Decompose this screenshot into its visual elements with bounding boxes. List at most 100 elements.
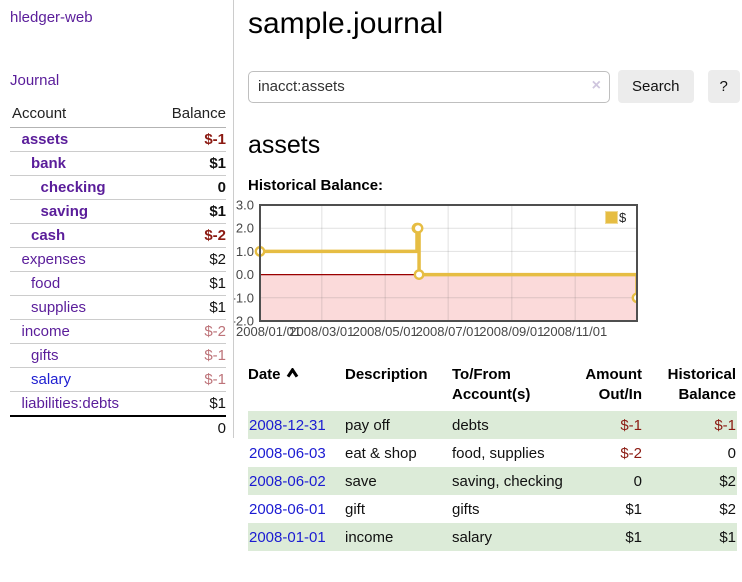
transaction-date-link[interactable]: 2008-06-02 [249, 473, 326, 490]
accounts-column-header-balance: Balance [152, 103, 226, 128]
sidebar-account-link[interactable]: cash [31, 227, 66, 244]
column-header-balance: Historical Balance [667, 366, 736, 403]
sidebar-account-row: income $-2 [10, 319, 226, 344]
sidebar-account-row: gifts $-1 [10, 343, 226, 368]
transaction-balance: 0 [727, 445, 736, 462]
account-balance: $-2 [152, 319, 226, 344]
account-balance: $-1 [152, 127, 226, 152]
svg-text:2.0: 2.0 [236, 221, 254, 236]
svg-text:3.0: 3.0 [236, 199, 254, 213]
sidebar-account-row: assets $-1 [10, 127, 226, 152]
chart-legend: $ [605, 210, 626, 225]
transaction-balance: $2 [719, 473, 736, 490]
svg-text:2008/09/01: 2008/09/01 [479, 324, 544, 339]
svg-text:0.0: 0.0 [236, 267, 254, 282]
sidebar-account-link[interactable]: salary [31, 371, 72, 388]
account-balance: $1 [152, 295, 226, 320]
transaction-accounts: gifts [452, 501, 480, 518]
register-body: 2008-12-31 pay off debts $-1 $-1 2008-06-03 ea… [248, 411, 737, 551]
account-balance: $1 [152, 199, 226, 224]
search-form: × Search ? [248, 70, 742, 103]
transaction-balance: $1 [719, 529, 736, 546]
register-table: Date Description To/From Account(s) Amou… [248, 363, 737, 551]
accounts-table: Account Balance assets $-1 bank $1 checking 0… [10, 103, 226, 441]
sidebar-item-journal[interactable]: Journal [10, 72, 60, 89]
legend-label: $ [619, 210, 627, 225]
account-balance: $-1 [152, 367, 226, 392]
sidebar-account-link[interactable]: assets [21, 131, 69, 148]
register-header-row: Date Description To/From Account(s) Amou… [248, 363, 737, 411]
sidebar-account-link[interactable]: food [31, 275, 61, 292]
legend-swatch [605, 211, 618, 224]
sidebar-account-row: cash $-2 [10, 223, 226, 248]
accounts-total-row: 0 [10, 415, 226, 441]
sidebar-account-row: food $1 [10, 271, 226, 296]
transaction-amount: $-1 [620, 417, 642, 434]
transaction-accounts: food, supplies [452, 445, 545, 462]
transaction-row: 2008-06-03 eat & shop food, supplies $-2 0 [248, 439, 737, 467]
account-balance: $1 [152, 151, 226, 176]
sidebar-account-link[interactable]: bank [31, 155, 67, 172]
transaction-amount: $1 [625, 529, 642, 546]
svg-text:2008/11/01: 2008/11/01 [543, 324, 607, 339]
transaction-accounts: debts [452, 417, 489, 434]
sidebar-account-link[interactable]: expenses [21, 251, 86, 268]
svg-text:2008/05/01: 2008/05/01 [353, 324, 418, 339]
svg-text:2008/01/01: 2008/01/01 [236, 324, 301, 339]
transaction-row: 2008-01-01 income salary $1 $1 [248, 523, 737, 551]
sidebar-account-link[interactable]: liabilities:debts [21, 395, 120, 412]
transaction-amount: 0 [633, 473, 642, 490]
chart-title: Historical Balance: [248, 177, 384, 194]
brand-link[interactable]: hledger-web [10, 9, 93, 26]
column-header-accounts: To/From Account(s) [452, 366, 531, 403]
svg-text:-2.0: -2.0 [234, 314, 254, 329]
account-heading: assets [248, 131, 321, 159]
transaction-description: pay off [345, 417, 390, 434]
transaction-balance: $2 [719, 501, 736, 518]
account-balance: $1 [152, 391, 226, 417]
transaction-amount: $1 [625, 501, 642, 518]
sidebar-account-link[interactable]: saving [40, 203, 89, 220]
sidebar-account-row: expenses $2 [10, 247, 226, 272]
transaction-date-link[interactable]: 2008-06-03 [249, 445, 326, 462]
transaction-row: 2008-06-02 save saving, checking 0 $2 [248, 467, 737, 495]
sidebar-account-row: checking 0 [10, 175, 226, 200]
help-button[interactable]: ? [707, 70, 740, 103]
column-header-amount: Amount Out/In [585, 366, 642, 403]
transaction-row: 2008-12-31 pay off debts $-1 $-1 [248, 411, 737, 439]
transaction-description: save [345, 473, 377, 490]
sidebar: hledger-web Journal Account Balance asse… [0, 0, 234, 441]
transaction-description: income [345, 529, 394, 546]
transaction-date-link[interactable]: 2008-06-01 [249, 501, 326, 518]
column-header-date[interactable]: Date [248, 363, 345, 411]
transaction-date-link[interactable]: 2008-12-31 [249, 417, 326, 434]
transaction-balance: $-1 [714, 417, 736, 434]
balance-chart-plot: 3.0 2.0 1.0 0.0 -1.0 -2.02008/01/012008/03/01… [232, 198, 643, 339]
clear-search-icon[interactable]: × [591, 76, 601, 94]
sidebar-account-link[interactable]: income [21, 323, 70, 340]
account-balance: $1 [152, 271, 226, 296]
sort-ascending-icon [286, 365, 299, 385]
sidebar-account-link[interactable]: checking [40, 179, 106, 196]
search-button[interactable]: Search [618, 70, 694, 103]
accounts-total-value: 0 [152, 415, 226, 441]
account-balance: $-1 [152, 343, 226, 368]
sidebar-account-link[interactable]: gifts [31, 347, 59, 364]
transaction-row: 2008-06-01 gift gifts $1 $2 [248, 495, 737, 523]
page-title: sample.journal [248, 7, 444, 40]
svg-text:1.0: 1.0 [236, 244, 254, 259]
balance-chart: 3.0 2.0 1.0 0.0 -1.0 -2.02008/01/012008/03/01… [232, 198, 643, 341]
search-input[interactable] [248, 70, 610, 103]
search-box: × [248, 70, 610, 103]
sidebar-account-link[interactable]: supplies [31, 299, 87, 316]
account-balance: 0 [152, 175, 226, 200]
accounts-column-header-account: Account [10, 103, 153, 128]
account-balance: $-2 [152, 223, 226, 248]
sidebar-account-row: saving $1 [10, 199, 226, 224]
sidebar-accounts-body: assets $-1 bank $1 checking 0 saving $1 cash $-2 e… [10, 127, 226, 417]
main-content: sample.journal × Search ? assets Histori… [232, 0, 742, 551]
transaction-amount: $-2 [620, 445, 642, 462]
sidebar-account-row: liabilities:debts $1 [10, 391, 226, 417]
transaction-date-link[interactable]: 2008-01-01 [249, 529, 326, 546]
